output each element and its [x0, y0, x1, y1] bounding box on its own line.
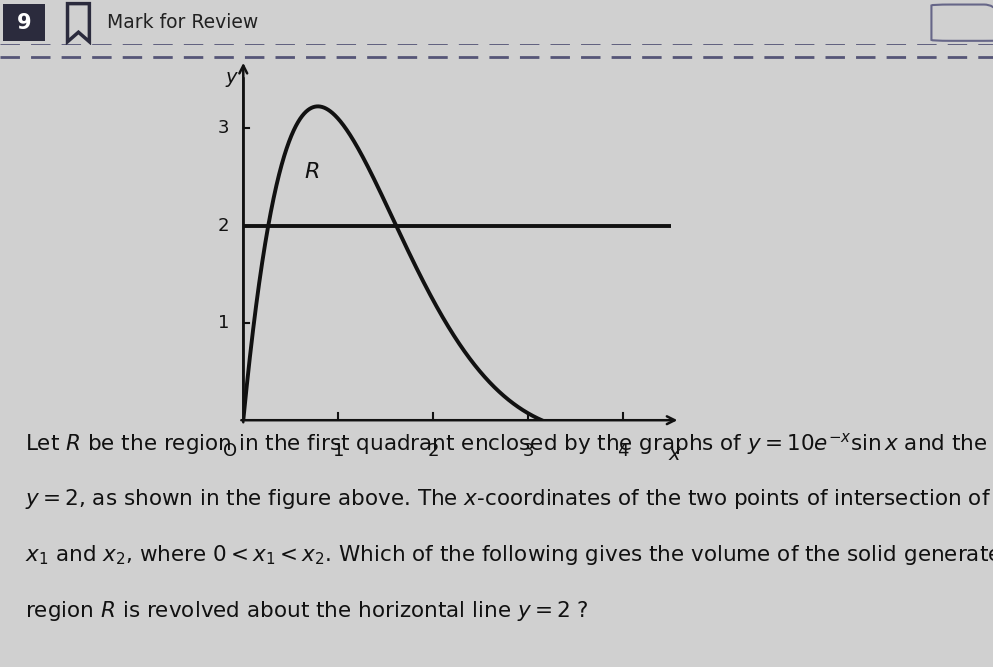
Text: 1: 1 [217, 314, 229, 332]
Text: 1: 1 [333, 442, 344, 460]
Text: 2: 2 [428, 442, 439, 460]
Text: R: R [304, 162, 320, 182]
Text: region $R$ is revolved about the horizontal line $y = 2$ ?: region $R$ is revolved about the horizon… [25, 598, 589, 622]
Text: O: O [222, 442, 237, 460]
Text: 3: 3 [217, 119, 229, 137]
Text: $y = 2$, as shown in the figure above. The $x$-coordinates of the two points of : $y = 2$, as shown in the figure above. T… [25, 487, 993, 511]
Text: 9: 9 [17, 13, 31, 33]
Text: Let $R$ be the region in the first quadrant enclosed by the graphs of $y = 10e^{: Let $R$ be the region in the first quadr… [25, 432, 993, 458]
Text: $x$: $x$ [668, 444, 682, 464]
Text: 4: 4 [618, 442, 629, 460]
Text: $x_1$ and $x_2$, where $0 < x_1 < x_2$. Which of the following gives the volume : $x_1$ and $x_2$, where $0 < x_1 < x_2$. … [25, 543, 993, 567]
FancyBboxPatch shape [3, 4, 45, 41]
Text: 3: 3 [522, 442, 534, 460]
Text: Mark for Review: Mark for Review [107, 13, 258, 32]
Text: $y$: $y$ [224, 70, 239, 89]
Text: 2: 2 [217, 217, 229, 235]
